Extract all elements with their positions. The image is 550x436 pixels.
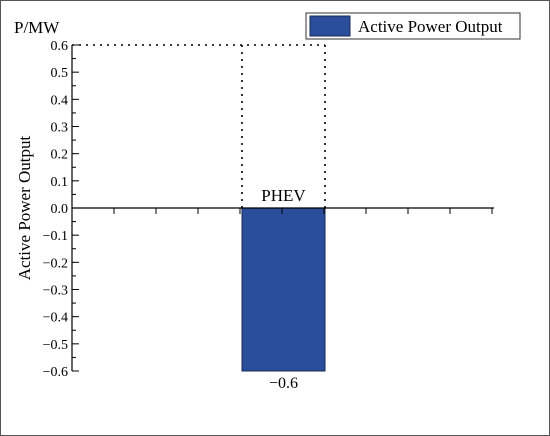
bar-data-label: −0.6 bbox=[269, 375, 298, 392]
y-unit-label: P/MW bbox=[14, 18, 60, 37]
y-tick-label: −0.1 bbox=[43, 229, 68, 244]
y-tick-label: 0.2 bbox=[51, 148, 69, 163]
y-ticks-group: 0.6 0.5 0.4 0.3 0.2 0.1 0.0 −0.1 −0.2 −0.3 −0.4 −0.… bbox=[43, 39, 79, 380]
y-tick-label: −0.3 bbox=[43, 284, 68, 299]
category-label-phev: PHEV bbox=[261, 186, 306, 205]
legend-swatch bbox=[309, 15, 351, 37]
y-tick-label: −0.5 bbox=[43, 338, 68, 353]
y-tick-label: −0.4 bbox=[43, 311, 68, 326]
y-tick-label: 0.6 bbox=[51, 39, 69, 54]
x-minor-ticks-group bbox=[113, 208, 493, 214]
y-tick-label: −0.6 bbox=[43, 365, 68, 380]
y-tick-label: 0.0 bbox=[51, 202, 69, 217]
y-axis-title: Active Power Output bbox=[15, 135, 34, 280]
bars-group bbox=[241, 207, 326, 372]
legend-label: Active Power Output bbox=[358, 17, 503, 36]
y-tick-label: 0.3 bbox=[51, 121, 69, 136]
legend: Active Power Output bbox=[305, 12, 521, 40]
bar-phev bbox=[241, 207, 326, 372]
y-tick-label: −0.2 bbox=[43, 256, 68, 271]
reference-dotted-lines bbox=[72, 44, 326, 208]
y-tick-label: 0.1 bbox=[51, 175, 69, 190]
y-tick-label: 0.4 bbox=[51, 93, 69, 108]
y-tick-label: 0.5 bbox=[51, 66, 69, 81]
